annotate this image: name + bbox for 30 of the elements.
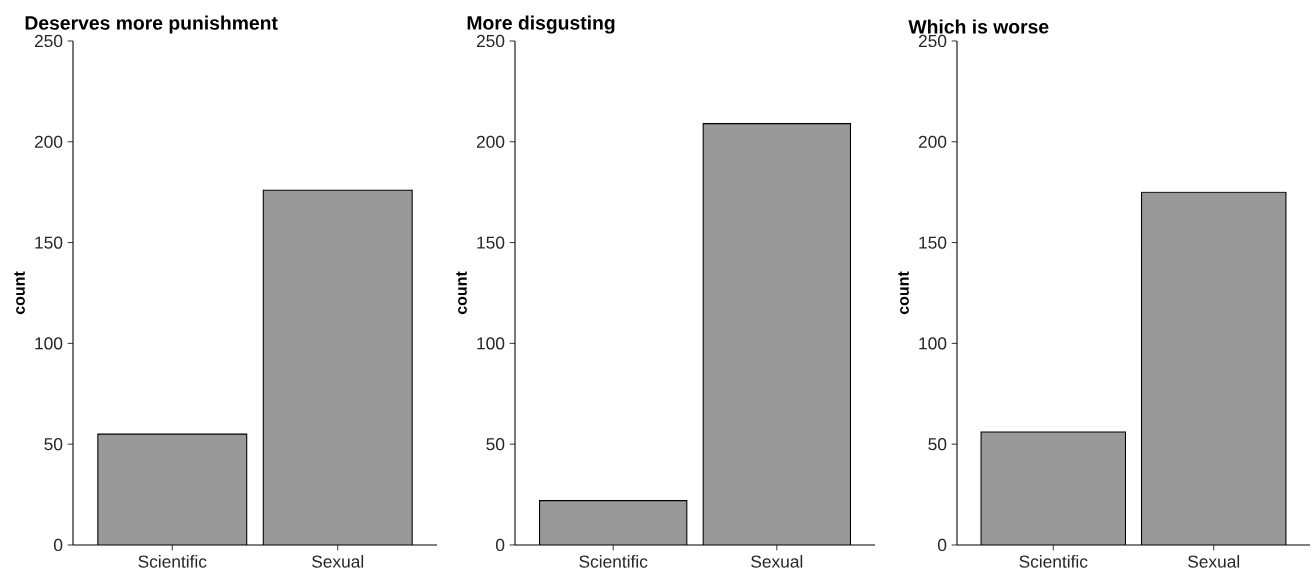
- y-tick-label: 200: [34, 135, 63, 148]
- y-axis-title: count: [898, 271, 909, 315]
- y-tick-label: 100: [35, 337, 63, 350]
- y-tick-label: 100: [477, 337, 505, 350]
- x-tick-label: Scientific: [138, 555, 207, 568]
- y-tick-label: 250: [918, 34, 947, 48]
- x-tick-label: Sexual: [751, 555, 803, 568]
- x-tick-label: Sexual: [312, 555, 364, 568]
- x-tick-label: Sexual: [1188, 555, 1240, 568]
- y-tick-label: 100: [919, 337, 947, 350]
- y-axis-title: count: [14, 271, 25, 315]
- x-tick-label: Scientific: [1019, 555, 1088, 568]
- y-tick-label: 0: [53, 538, 63, 552]
- y-tick-label: 150: [35, 236, 63, 249]
- y-tick-label: 0: [495, 538, 505, 552]
- y-tick-label: 50: [928, 438, 947, 451]
- chart-title: More disgusting: [467, 15, 615, 34]
- y-axis-title: count: [456, 271, 467, 315]
- y-tick-label: 250: [476, 34, 505, 48]
- y-tick-label: 250: [34, 34, 63, 48]
- chart-title: Deserves more punishment: [25, 15, 278, 34]
- chart-title: Which is worse: [908, 19, 1049, 34]
- y-tick-label: 50: [44, 438, 63, 451]
- y-tick-label: 200: [476, 135, 505, 148]
- y-tick-label: 200: [918, 135, 947, 148]
- y-tick-label: 150: [919, 236, 947, 249]
- y-tick-label: 150: [477, 236, 505, 249]
- x-tick-label: Scientific: [579, 555, 648, 568]
- y-tick-label: 50: [486, 438, 505, 451]
- y-tick-label: 0: [937, 538, 947, 552]
